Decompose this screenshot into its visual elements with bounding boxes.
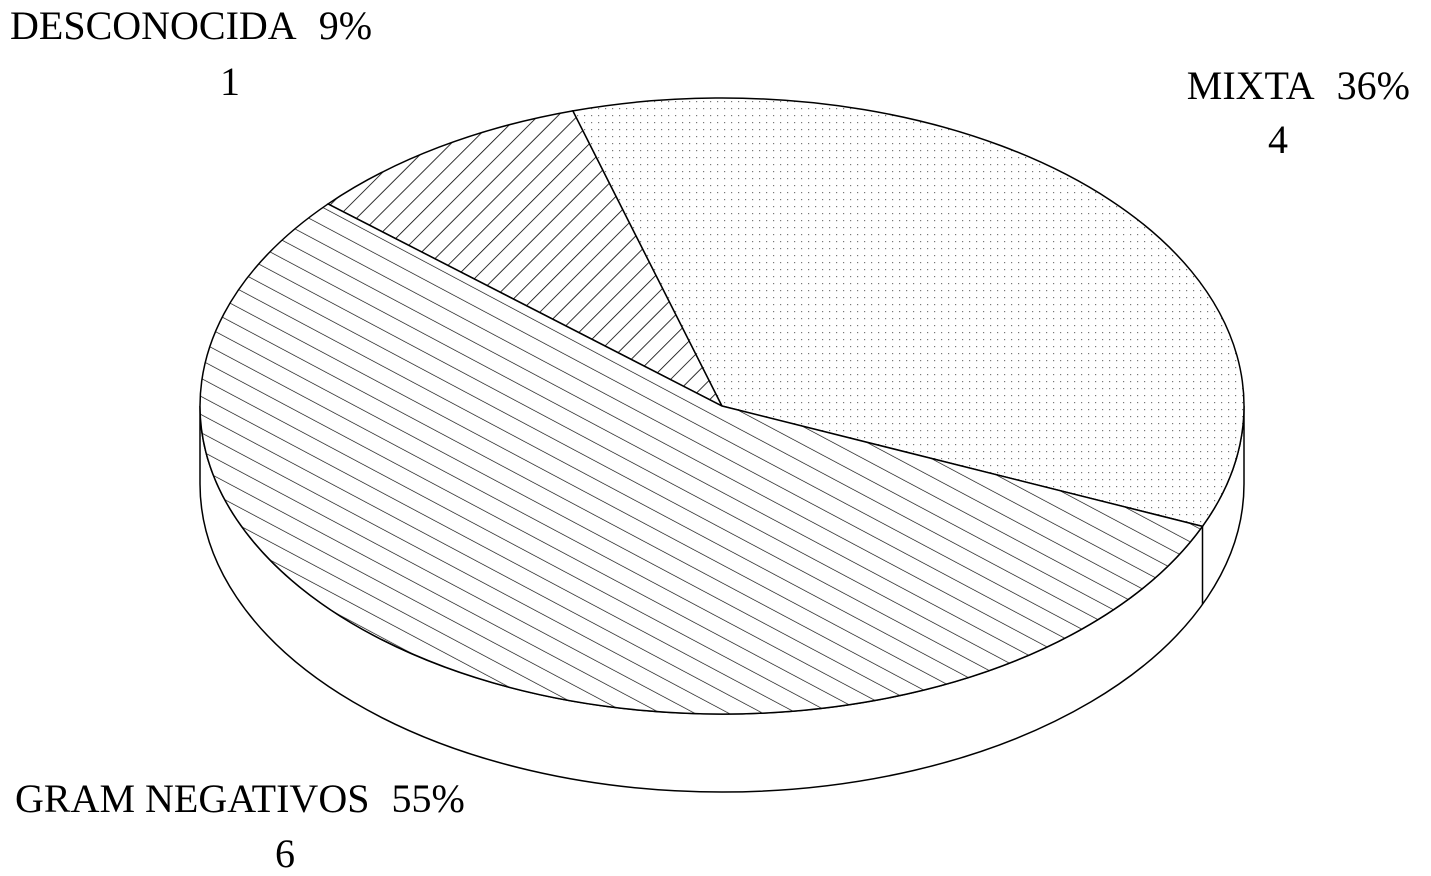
percent-label: 9% xyxy=(319,3,372,48)
pie-slice xyxy=(571,97,1245,528)
pie xyxy=(199,97,1245,793)
slice-label: DESCONOCIDA 9% xyxy=(10,3,372,48)
slice-label: GRAM NEGATIVOS 55% xyxy=(15,776,465,821)
category-label: MIXTA xyxy=(1187,63,1315,108)
percent-label: 36% xyxy=(1337,63,1410,108)
category-label: DESCONOCIDA xyxy=(10,3,297,48)
pie-slice xyxy=(199,203,1204,715)
count-label: 4 xyxy=(1268,117,1288,162)
pie-slice xyxy=(326,110,724,408)
labels: DESCONOCIDA 9% 1 MIXTA 36% 4 GRAM NEGATIVOS 55%… xyxy=(10,3,1410,876)
slice-label: MIXTA 36% xyxy=(1187,63,1410,108)
percent-label: 55% xyxy=(391,776,464,821)
count-label: 1 xyxy=(220,59,240,104)
count-label: 6 xyxy=(275,831,295,876)
category-label: GRAM NEGATIVOS xyxy=(15,776,369,821)
